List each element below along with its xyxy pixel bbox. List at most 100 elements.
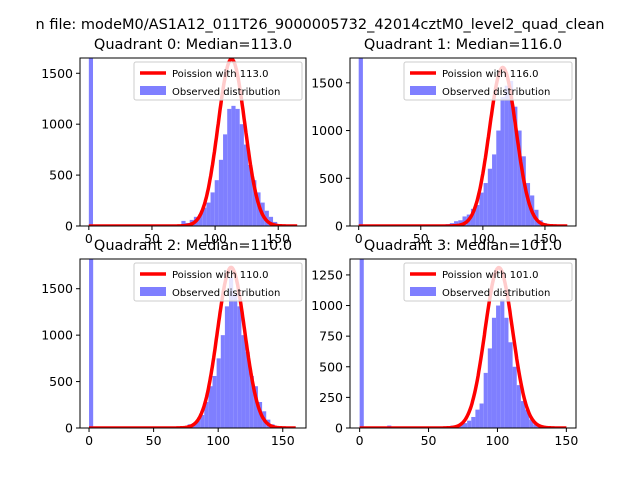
- legend-swatch-bar: [410, 86, 436, 95]
- y-tick-label: 0: [65, 421, 73, 436]
- histogram-bar: [479, 403, 484, 428]
- x-tick-label: 0: [85, 433, 93, 448]
- chart-title: Quadrant 1: Median=116.0: [364, 37, 562, 53]
- histogram-bar: [202, 207, 207, 226]
- histogram-bar: [237, 306, 242, 428]
- x-tick-label: 50: [144, 231, 160, 246]
- x-tick-label: 50: [146, 433, 162, 448]
- legend-box: [403, 262, 573, 302]
- chart-title: Quadrant 0: Median=113.0: [94, 37, 292, 53]
- histogram-bar: [208, 386, 213, 428]
- histogram-bar: [248, 164, 253, 226]
- histogram-bar: [475, 205, 480, 226]
- x-tick-label: 150: [266, 231, 290, 246]
- y-tick-label: 1500: [41, 281, 73, 296]
- x-tick-label: 0: [85, 231, 93, 246]
- x-tick-label: 100: [206, 433, 230, 448]
- y-tick-label: 1000: [41, 117, 73, 132]
- histogram-bar: [243, 144, 249, 226]
- histogram-bar: [235, 108, 240, 226]
- histogram-bar: [520, 401, 526, 428]
- x-tick-label: 0: [355, 231, 363, 246]
- y-tick-label: 1500: [41, 66, 73, 81]
- y-tick-label: 500: [49, 168, 73, 183]
- histogram-bar: [483, 372, 488, 428]
- histogram-bar: [224, 306, 230, 428]
- histogram-bar: [492, 154, 497, 226]
- histogram-bar: [218, 159, 224, 226]
- axes-frame: [349, 258, 577, 429]
- histogram-bar: [204, 402, 209, 428]
- histogram-bar: [454, 221, 459, 226]
- histogram-bar: [463, 423, 468, 428]
- histogram-bar: [516, 385, 521, 428]
- histogram-bar: [268, 216, 274, 226]
- poisson-line: [88, 58, 298, 226]
- y-tick-label: 0: [335, 219, 343, 234]
- histogram-bar: [475, 409, 480, 428]
- histogram-bar: [231, 105, 236, 226]
- histogram-bar: [500, 97, 505, 226]
- x-tick-label: 100: [486, 433, 510, 448]
- legend: Poission with 110.0 Observed distribution: [133, 262, 303, 302]
- histogram-bar: [471, 416, 476, 428]
- poisson-line: [359, 265, 567, 428]
- histogram-bar: [504, 317, 509, 428]
- x-tick-label: 150: [533, 231, 557, 246]
- histogram-bar: [491, 317, 497, 428]
- histogram-bar: [253, 386, 258, 428]
- y-tick-label: 1000: [311, 298, 343, 313]
- histogram-bar: [200, 415, 205, 428]
- poisson-line: [89, 265, 296, 428]
- histogram-bar: [206, 202, 211, 226]
- legend-box: [133, 262, 303, 302]
- histogram-bar: [212, 376, 217, 428]
- histogram-2: [89, 259, 283, 428]
- histogram-bar: [89, 259, 94, 428]
- x-tick-label: 150: [554, 433, 578, 448]
- histogram-bar: [239, 124, 244, 226]
- x-tick-label: 100: [203, 231, 227, 246]
- y-tick-label: 250: [319, 390, 343, 405]
- y-tick-label: 1000: [311, 123, 343, 138]
- histogram-bar: [359, 259, 364, 428]
- histogram-bar: [496, 130, 501, 226]
- legend-swatch-bar: [140, 86, 166, 95]
- y-tick-label: 500: [319, 171, 343, 186]
- histogram-0: [88, 58, 282, 226]
- histogram-bar: [252, 180, 257, 226]
- histogram-bar: [512, 366, 517, 428]
- y-tick-label: 500: [49, 374, 73, 389]
- histogram-bar: [529, 419, 534, 428]
- histogram-bar: [508, 80, 514, 226]
- y-tick-label: 0: [335, 421, 343, 436]
- legend-box: [403, 61, 573, 101]
- legend-label: Observed distribution: [172, 87, 280, 98]
- histogram-bar: [249, 376, 254, 428]
- legend-label: Observed distribution: [442, 87, 550, 98]
- x-tick-label: 50: [421, 433, 437, 448]
- histogram-bar: [479, 192, 484, 226]
- chart-title: Quadrant 2: Median=110.0: [94, 238, 292, 254]
- histogram-bar: [525, 409, 530, 428]
- y-tick-label: 0: [65, 219, 73, 234]
- axes-frame: [79, 57, 307, 227]
- y-tick-label: 1000: [41, 328, 73, 343]
- histogram-bar: [88, 58, 94, 226]
- axes-frame: [79, 258, 307, 429]
- histogram-bar: [500, 299, 505, 428]
- histogram-bar: [467, 420, 472, 428]
- chart-panel-3: 0 50 100 150 0 250 500 750 1000 1250 Quadrant 3: M…: [311, 238, 578, 448]
- histogram-bar: [517, 130, 522, 226]
- legend-label: Poission with 101.0: [442, 270, 538, 281]
- histogram-bar: [487, 348, 492, 428]
- histogram-bar: [220, 335, 225, 428]
- histogram-bar: [487, 168, 493, 226]
- histogram-bar: [245, 351, 250, 428]
- histogram-bar: [358, 58, 363, 226]
- histogram-bar: [214, 180, 219, 226]
- y-tick-label: 500: [319, 359, 343, 374]
